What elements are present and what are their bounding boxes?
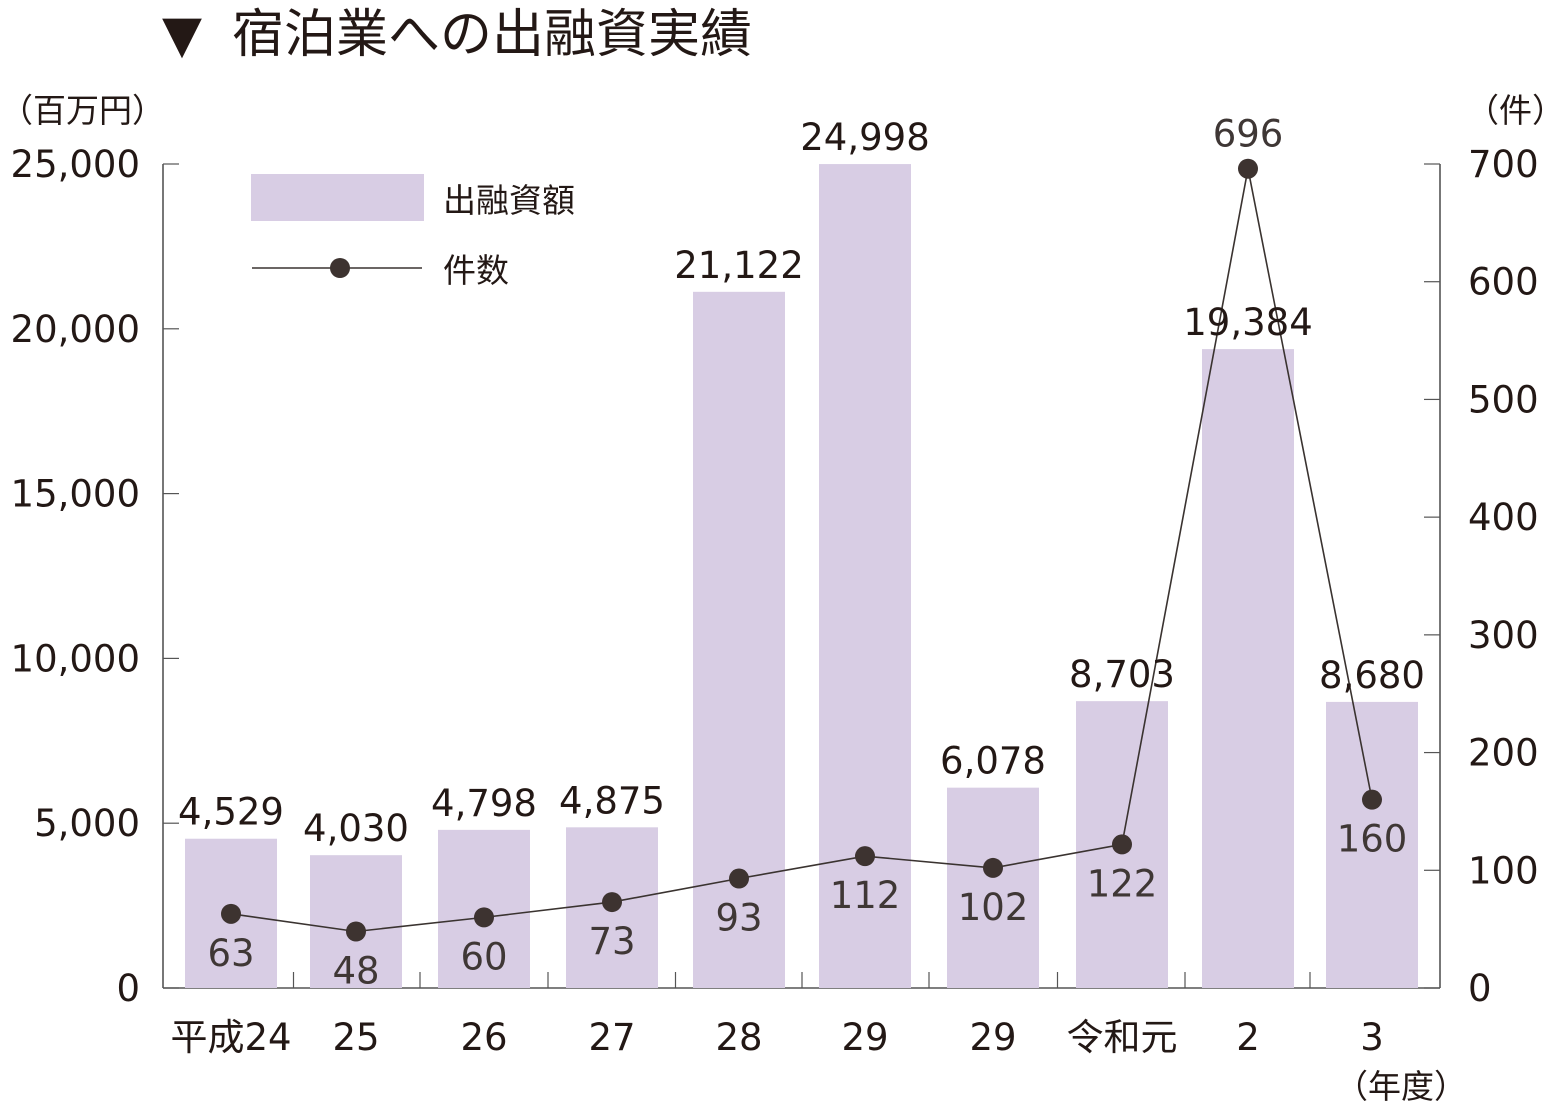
legend-bar-swatch [251, 174, 424, 221]
count-point [1112, 834, 1132, 855]
bar-data-labels: 4,529 4,030 4,798 4,875 21,122 24,998 6,078 8,7… [178, 116, 1425, 850]
count-value-label: 48 [332, 949, 379, 992]
bar-value-label: 4,030 [303, 807, 409, 850]
legend-dot-icon [330, 258, 350, 278]
left-tick-label: 5,000 [34, 802, 140, 845]
count-point [855, 846, 875, 867]
line-data-labels: 63 48 60 73 93 112 102 122 696 160 [207, 113, 1407, 993]
right-tick-label: 100 [1468, 849, 1539, 892]
category-label: 29 [969, 1016, 1016, 1059]
category-label: 平成24 [170, 1016, 291, 1059]
category-label: 26 [460, 1016, 507, 1059]
left-tick-label: 25,000 [11, 143, 140, 186]
category-label: 2 [1236, 1016, 1260, 1059]
count-point [983, 857, 1003, 878]
title-marker-icon: ▼ [162, 5, 202, 65]
x-axis-ticks [292, 972, 1311, 988]
bar-value-label: 21,122 [674, 244, 803, 287]
bar-value-label: 4,875 [559, 779, 665, 822]
count-point [474, 907, 494, 928]
title-text: 宿泊業への出融資実績 [232, 5, 752, 65]
right-axis-ticks: 0 100 200 300 400 500 600 700 [1424, 143, 1539, 1010]
bar [1326, 701, 1418, 988]
count-point [1362, 789, 1382, 810]
right-tick-label: 300 [1468, 614, 1539, 657]
right-tick-label: 200 [1468, 732, 1539, 775]
right-tick-label: 600 [1468, 261, 1539, 304]
left-axis-unit: （百万円） [0, 91, 165, 130]
left-tick-label: 15,000 [11, 473, 140, 516]
count-value-label: 60 [460, 935, 507, 978]
category-label: 28 [715, 1016, 762, 1059]
count-point [602, 892, 622, 913]
left-tick-label: 0 [116, 967, 140, 1010]
count-point [221, 903, 241, 924]
category-label: 3 [1360, 1016, 1384, 1059]
count-value-label: 93 [715, 897, 762, 940]
bar-value-label: 4,529 [178, 791, 284, 834]
left-tick-label: 10,000 [11, 637, 140, 680]
bar-value-label: 4,798 [431, 782, 537, 825]
count-point [346, 921, 366, 942]
bar-value-label: 8,703 [1069, 653, 1175, 696]
bar-value-label: 8,680 [1319, 654, 1425, 697]
legend-bar-label: 出融資額 [443, 181, 575, 220]
category-label: 令和元 [1067, 1016, 1178, 1059]
count-value-label: 160 [1337, 818, 1408, 861]
x-axis-unit: （年度） [1335, 1067, 1467, 1106]
legend-line-label: 件数 [443, 251, 509, 290]
category-label: 27 [588, 1016, 635, 1059]
category-label: 25 [332, 1016, 379, 1059]
bar [947, 787, 1039, 988]
left-axis-ticks: 0 5,000 10,000 15,000 20,000 25,000 [11, 143, 179, 1010]
right-tick-label: 400 [1468, 496, 1539, 539]
right-tick-label: 500 [1468, 378, 1539, 421]
bar-series [185, 164, 1418, 989]
count-value-label: 63 [207, 932, 254, 975]
count-value-label: 102 [958, 886, 1029, 929]
bar-value-label: 24,998 [800, 116, 929, 159]
bar-value-label: 19,384 [1183, 301, 1312, 344]
chart-title: ▼ 宿泊業への出融資実績 [162, 5, 752, 65]
count-line [230, 168, 1373, 933]
count-point [1238, 158, 1258, 179]
count-value-label: 122 [1087, 862, 1158, 905]
count-value-label: 112 [830, 874, 901, 917]
count-value-label: 696 [1213, 113, 1284, 156]
category-label: 29 [841, 1016, 888, 1059]
bar [1202, 349, 1294, 988]
x-tick-labels: 平成24 25 26 27 28 29 29 令和元 2 3 [170, 1016, 1383, 1059]
count-value-label: 73 [588, 920, 635, 963]
count-point [729, 868, 749, 889]
bar-value-label: 6,078 [940, 740, 1046, 783]
right-tick-label: 0 [1468, 967, 1492, 1010]
line-series [221, 158, 1382, 942]
right-axis-unit: （件） [1466, 91, 1548, 130]
legend: 出融資額 件数 [251, 174, 575, 290]
left-tick-label: 20,000 [11, 308, 140, 351]
right-tick-label: 700 [1468, 143, 1539, 186]
